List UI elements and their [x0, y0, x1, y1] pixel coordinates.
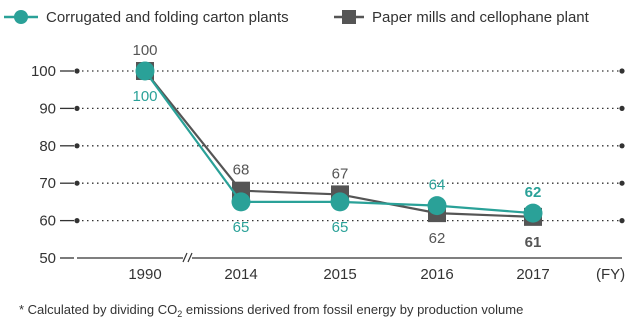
data-label-corrugated: 64 [429, 177, 446, 194]
data-label-paper-mills: 100 [132, 42, 157, 59]
x-tick-label: 2015 [323, 266, 356, 283]
footnote: * Calculated by dividing CO2 emissions d… [19, 302, 523, 319]
data-label-paper-mills: 67 [332, 165, 349, 182]
x-tick-label: 2014 [224, 266, 257, 283]
gridline-end-dot [619, 68, 625, 74]
y-tick-label: 50 [39, 250, 56, 267]
point-corrugated [523, 203, 543, 223]
y-tick-label: 70 [39, 175, 56, 192]
y-axis: 50 60 70 80 90 100 [31, 63, 74, 267]
data-label-paper-mills: 68 [233, 162, 250, 179]
y-tick-label: 60 [39, 213, 56, 230]
gridline-end-dot [74, 143, 80, 149]
x-tick-label: 1990 [128, 266, 161, 283]
legend: Corrugated and folding carton plants Pap… [4, 9, 590, 26]
gridline-end-dot [619, 218, 625, 224]
legend-marker-paper-mills [334, 10, 364, 24]
gridline-end-dot [619, 143, 625, 149]
point-corrugated [135, 61, 155, 81]
x-unit-label: (FY) [596, 266, 625, 283]
series [135, 61, 543, 226]
y-tick-label: 80 [39, 138, 56, 155]
gridline-end-dot [74, 68, 80, 74]
gridline-end-dot [619, 180, 625, 186]
gridline-end-dot [74, 105, 80, 111]
data-label-paper-mills: 61 [525, 234, 542, 251]
x-axis: 1990 2014 2015 2016 2017 [77, 252, 622, 283]
gridline-end-dot [74, 218, 80, 224]
x-tick-label: 2016 [420, 266, 453, 283]
point-corrugated [231, 192, 251, 212]
gridline-end-dot [74, 180, 80, 186]
grid [74, 68, 625, 224]
x-tick-label: 2017 [516, 266, 549, 283]
data-label-corrugated: 62 [525, 184, 542, 201]
data-label-corrugated: 65 [332, 219, 349, 236]
legend-marker-corrugated [4, 10, 38, 24]
gridline-end-dot [619, 105, 625, 111]
data-labels: 100 65 65 64 62 100 68 67 62 61 [132, 42, 541, 251]
axis-break-mark [182, 252, 193, 263]
y-tick-label: 90 [39, 100, 56, 117]
data-label-corrugated: 100 [132, 88, 157, 105]
point-corrugated [330, 192, 350, 212]
legend-label-corrugated: Corrugated and folding carton plants [46, 9, 289, 26]
y-tick-label: 100 [31, 63, 56, 80]
data-label-paper-mills: 62 [429, 230, 446, 247]
legend-label-paper-mills: Paper mills and cellophane plant [372, 9, 590, 26]
data-label-corrugated: 65 [233, 219, 250, 236]
point-corrugated [427, 196, 447, 216]
